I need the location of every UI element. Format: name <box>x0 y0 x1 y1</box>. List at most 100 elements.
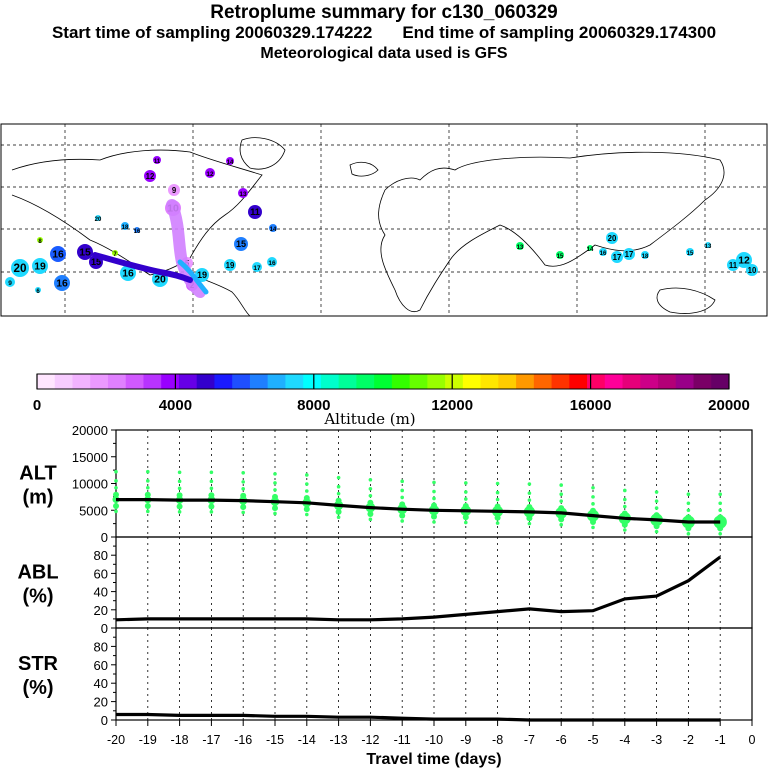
colorbar-swatch <box>675 374 695 389</box>
plume-marker-label: 6 <box>36 289 40 295</box>
x-tick-label: -7 <box>524 733 535 747</box>
map-frame <box>0 123 768 317</box>
colorbar-swatch <box>427 374 446 389</box>
plume-marker <box>623 248 635 260</box>
plume-marker-label: 16 <box>600 251 607 257</box>
altitude-cluster-marker <box>464 520 468 525</box>
plume-marker-label: 19 <box>226 261 235 270</box>
colorbar-tick-label: 20000 <box>708 397 750 414</box>
altitude-cluster-marker <box>495 497 500 502</box>
plume-marker-label: 19 <box>34 262 46 273</box>
plume-marker <box>599 248 607 256</box>
plume-marker <box>54 275 70 291</box>
altitude-cluster-marker <box>527 521 532 526</box>
plume-marker-label: 16 <box>134 229 141 235</box>
altitude-cluster-marker <box>368 487 373 491</box>
time-series-panels: 05000100001500020000ALT(m)020406080ABL(%… <box>17 423 755 768</box>
colorbar-swatch <box>640 374 659 389</box>
altitude-cluster-marker <box>495 490 500 495</box>
altitude-cluster-marker <box>559 492 563 497</box>
altitude-cluster-marker <box>368 517 373 522</box>
colorbar-tick-label: 0 <box>33 397 41 414</box>
altitude-cluster-marker <box>146 509 150 514</box>
plume-marker <box>587 245 593 251</box>
colorbar-swatch <box>143 374 162 389</box>
plume-marker <box>606 232 618 244</box>
altitude-cluster-marker <box>590 507 596 514</box>
x-tick-label: -13 <box>330 733 348 747</box>
plume-marker <box>95 215 101 221</box>
plume-marker <box>77 244 93 260</box>
altitude-cluster-marker <box>241 471 245 475</box>
x-tick-label: -9 <box>460 733 471 747</box>
altitude-cluster-marker <box>367 510 374 517</box>
chart-title: Retroplume summary for c130_060329 <box>210 2 558 23</box>
colorbar-swatch <box>232 374 251 389</box>
altitude-cluster-marker <box>305 489 309 493</box>
altitude-cluster-marker <box>114 485 118 490</box>
altitude-cluster-marker <box>718 508 722 513</box>
altitude-cluster-marker <box>273 488 277 492</box>
altitude-cluster-marker <box>336 484 341 489</box>
altitude-cluster-marker <box>686 492 691 497</box>
altitude-cluster-marker <box>400 495 405 500</box>
ylabel-unit-abl: (%) <box>22 586 53 608</box>
plume-marker-label: 12 <box>146 172 155 181</box>
y-tick-label: 80 <box>94 548 108 563</box>
plume-marker <box>134 227 140 233</box>
series-line-str <box>116 712 721 722</box>
altitude-cluster-marker <box>209 479 214 484</box>
colorbar-swatch <box>604 374 624 389</box>
altitude-cluster-marker <box>303 494 310 501</box>
colorbar-swatch <box>214 374 233 389</box>
x-tick-label: -17 <box>202 733 220 747</box>
altitude-cluster-marker <box>591 525 595 530</box>
x-tick-label: -20 <box>107 733 125 747</box>
coastlines <box>11 137 725 317</box>
y-tick-label: 40 <box>94 676 108 691</box>
altitude-cluster-marker <box>432 496 436 501</box>
altitude-cluster-marker <box>176 503 183 510</box>
x-tick-label: -3 <box>651 733 662 747</box>
colorbar-label: Altitude (m) <box>323 410 415 428</box>
colorbar-swatch <box>303 374 322 389</box>
x-tick-label: -8 <box>492 733 503 747</box>
ylabel-unit-alt: (m) <box>22 487 53 509</box>
x-tick-label: -10 <box>425 733 443 747</box>
altitude-cluster-marker <box>273 511 277 516</box>
altitude-cluster-marker <box>400 488 405 493</box>
ylabel-unit-str: (%) <box>22 677 53 699</box>
altitude-cluster-marker <box>464 481 468 485</box>
altitude-cluster-marker <box>177 479 182 484</box>
plume-marker <box>112 250 118 256</box>
altitude-cluster-marker <box>653 512 660 519</box>
plume-marker-label: 13 <box>239 191 247 198</box>
altitude-cluster-marker <box>432 489 436 494</box>
altitude-cluster-marker <box>527 498 532 502</box>
altitude-cluster-marker <box>209 510 214 514</box>
altitude-cluster-marker <box>303 506 310 513</box>
plume-marker-label: 11 <box>729 261 738 270</box>
plume-marker <box>269 224 277 232</box>
plume-marker <box>5 277 15 287</box>
plume-marker-label: 16 <box>52 250 64 261</box>
altitude-cluster-marker <box>368 477 373 482</box>
plume-marker-label: 13 <box>705 244 712 250</box>
altitude-cluster-marker <box>527 482 532 486</box>
colorbar-swatch <box>551 374 570 389</box>
x-tick-label: -2 <box>683 733 694 747</box>
colorbar-swatch <box>338 374 357 389</box>
ylabel-alt: ALT <box>19 463 56 485</box>
plume-marker-label: 12 <box>206 171 214 178</box>
colorbar-swatch <box>320 374 340 389</box>
altitude-cluster-marker <box>144 502 151 509</box>
colorbar-swatch <box>249 374 269 389</box>
plume-marker-label: 18 <box>642 254 649 260</box>
altitude-cluster-marker <box>718 501 722 506</box>
altitude-cluster-marker <box>686 501 691 506</box>
altitude-cluster-marker <box>654 529 659 534</box>
colorbar-swatch <box>622 374 641 389</box>
x-tick-label: -4 <box>619 733 630 747</box>
plume-marker <box>205 168 215 178</box>
altitude-cluster-marker <box>146 469 150 474</box>
